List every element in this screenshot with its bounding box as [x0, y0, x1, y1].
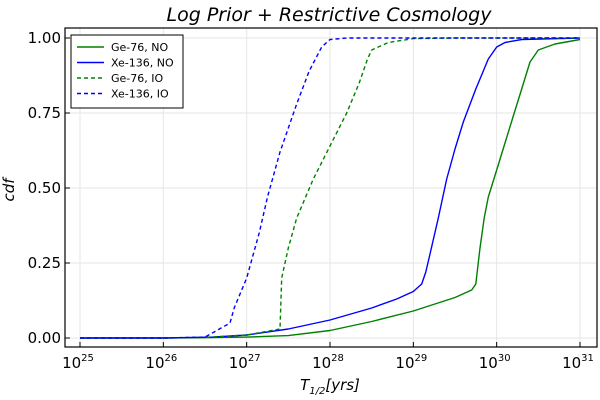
series-layer [80, 37, 581, 339]
legend-entry: Ge-76, IO [111, 72, 163, 85]
x-tick-label: 1029 [395, 353, 427, 372]
x-tick-label: 1026 [145, 353, 177, 372]
x-axis-label: T1/2[yrs] [300, 376, 360, 397]
x-tick-label: 1027 [229, 353, 261, 372]
x-tick-label: 1030 [479, 353, 511, 372]
y-tick-label: 0.25 [28, 254, 61, 272]
x-tick-label: 1031 [562, 353, 594, 372]
legend-entry: Ge-76, NO [111, 41, 168, 54]
chart-title: Log Prior + Restrictive Cosmology [167, 4, 493, 26]
legend-entry: Xe-136, NO [111, 57, 174, 70]
series-line-xe-136-no [80, 37, 581, 339]
y-axis-ticks: 0.00 0.25 0.50 0.75 1.00 [28, 29, 70, 347]
x-tick-label: 1028 [312, 353, 344, 372]
y-tick-label: 0.50 [28, 179, 61, 197]
series-line-xe-136-io [80, 37, 580, 339]
series-line-ge-76-no [80, 38, 581, 339]
y-tick-label: 1.00 [28, 29, 61, 47]
legend-entry: Xe-136, IO [111, 88, 169, 101]
y-axis-label: cdf [0, 176, 18, 202]
legend: Ge-76, NO Xe-136, NO Ge-76, IO Xe-136, IO [70, 34, 184, 109]
x-axis-ticks: 1025 1026 1027 1028 1029 1030 1031 [62, 342, 594, 372]
y-tick-label: 0.75 [28, 104, 61, 122]
y-tick-label: 0.00 [28, 329, 61, 347]
series-line-ge-76-io [80, 37, 580, 339]
x-tick-label: 1025 [62, 353, 94, 372]
